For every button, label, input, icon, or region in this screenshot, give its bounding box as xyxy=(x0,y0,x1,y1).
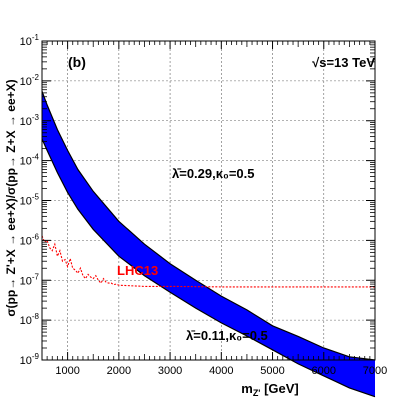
band-upper-label: λ̄=0.29,κ₀=0.5 xyxy=(172,166,255,181)
x-tick-label: 1000 xyxy=(55,365,79,377)
band-fill xyxy=(42,91,375,397)
band-layer xyxy=(41,90,376,398)
limit-curve xyxy=(41,235,375,288)
y-tick-label: 10-8 xyxy=(20,312,40,327)
panel-label: (b) xyxy=(68,54,86,70)
y-tick-label: 10-3 xyxy=(20,113,40,128)
x-tick-label: 6000 xyxy=(312,365,336,377)
ticks-layer: 1000 2000 3000 4000 5000 6000 7000 10-9 10-8 10-7… xyxy=(20,33,388,377)
y-tick-label: 10-1 xyxy=(20,33,40,48)
limit-curve-label: LHC13 xyxy=(117,263,158,278)
y-tick-label: 10-5 xyxy=(20,193,40,208)
y-tick-label: 10-9 xyxy=(20,352,40,367)
y-tick-label: 10-4 xyxy=(20,153,40,168)
limit-layer xyxy=(41,235,375,288)
y-tick-label: 10-2 xyxy=(20,73,40,88)
x-tick-label: 5000 xyxy=(260,365,284,377)
band-lower-label: λ̄=0.11,κ₀=0.5 xyxy=(186,328,268,343)
y-tick-label: 10-6 xyxy=(20,232,40,247)
x-tick-label: 2000 xyxy=(107,365,131,377)
energy-label: √s=13 TeV xyxy=(312,55,375,70)
x-tick-label: 3000 xyxy=(158,365,182,377)
band-upper-edge xyxy=(41,90,376,361)
x-tick-label: 7000 xyxy=(363,365,387,377)
x-tick-label: 4000 xyxy=(209,365,233,377)
x-axis-title: mZ' [GeV] xyxy=(241,381,299,398)
band-lower-edge xyxy=(41,138,376,398)
y-axis-title: σ(pp→ Z'+X → ee+X)/σ(pp→ Z+X → ee+X) xyxy=(4,79,18,316)
y-tick-label: 10-7 xyxy=(20,272,40,287)
